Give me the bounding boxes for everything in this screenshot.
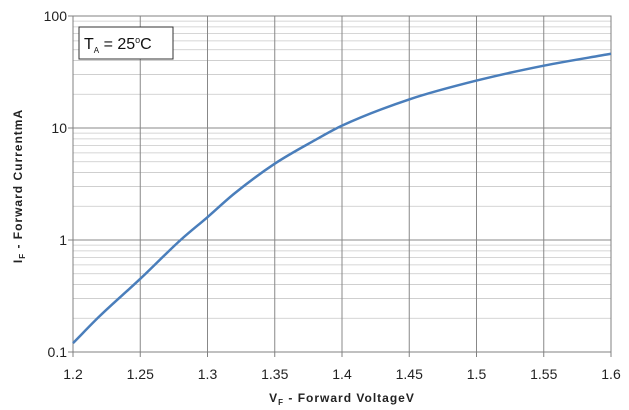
y-tick-label: 0.1 — [48, 344, 68, 360]
y-axis-symbol: I — [11, 259, 25, 263]
x-tick-label: 1.35 — [261, 366, 288, 382]
y-tick-label: 10 — [51, 120, 67, 136]
temperature-annotation: TA = 25oC — [78, 26, 174, 60]
plot-area — [72, 15, 612, 353]
annotation-degree: o — [135, 35, 140, 45]
annotation-subscript: A — [94, 46, 100, 55]
y-axis-name: - Forward Current — [11, 130, 25, 253]
x-tick-label: 1.4 — [332, 366, 352, 382]
annotation-value: = 25 — [99, 36, 135, 53]
y-tick-label: 100 — [44, 8, 68, 24]
x-axis-name: - Forward Voltage — [284, 391, 406, 405]
x-tick-label: 1.3 — [198, 366, 218, 382]
annotation-text: TA = 25oC — [84, 35, 152, 55]
x-tick-label: 1.2 — [63, 366, 83, 382]
y-tick-label: 1 — [59, 232, 67, 248]
x-tick-label: 1.55 — [530, 366, 557, 382]
x-axis-unit: V — [406, 391, 415, 405]
x-tick-label: 1.5 — [467, 366, 487, 382]
x-tick-label: 1.25 — [127, 366, 154, 382]
x-axis-subscript: F — [278, 398, 284, 407]
y-axis-unit: mA — [11, 109, 25, 130]
annotation-unit: C — [140, 36, 152, 53]
x-tick-labels: 1.2 1.25 1.3 1.35 1.4 1.45 1.5 1.55 1.6 — [63, 366, 621, 382]
x-tick-label: 1.45 — [396, 366, 423, 382]
annotation-symbol: T — [84, 36, 94, 53]
annotation-box — [78, 26, 174, 60]
x-axis-title: VF - Forward VoltageV — [269, 391, 415, 407]
y-tick-labels: 0.1 1 10 100 — [44, 8, 68, 360]
y-axis-subscript: F — [18, 253, 27, 259]
forward-current-curve — [72, 52, 612, 345]
x-tick-label: 1.6 — [601, 366, 621, 382]
x-axis-symbol: V — [269, 391, 278, 405]
y-axis-title: IF - Forward CurrentmA — [11, 109, 27, 263]
series-layer — [72, 52, 612, 345]
